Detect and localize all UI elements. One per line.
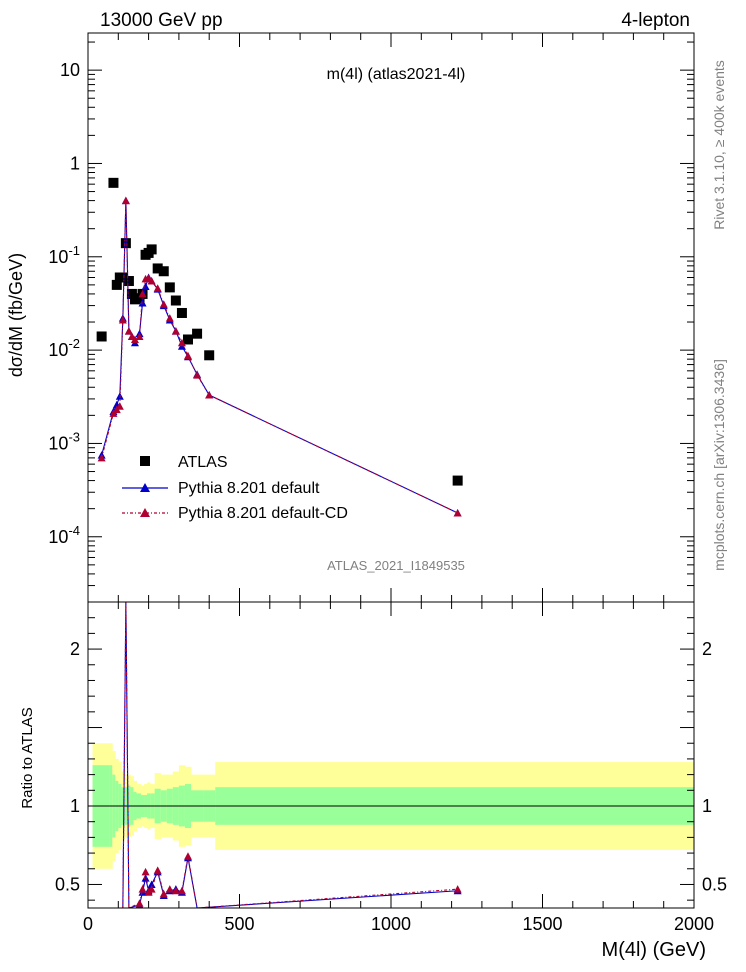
main-ytick-exponent: -3 xyxy=(68,429,80,444)
main-ytick-label: 10 xyxy=(60,60,80,80)
mc-series-point xyxy=(183,351,192,360)
mc-series-point xyxy=(97,453,106,462)
ratio-point xyxy=(453,885,462,893)
main-ytick-exponent: -1 xyxy=(68,243,80,258)
main-ytick-exponent: -2 xyxy=(68,336,80,351)
ratio-ytick-label-left: 2 xyxy=(70,639,80,659)
ratio-point xyxy=(147,880,156,888)
ratio-panel: 0 500 1000 1500 2000 0.5 0.5 1 1 2 2 xyxy=(55,601,727,934)
legend: ATLAS Pythia 8.201 default Pythia 8.201 … xyxy=(122,454,348,522)
atlas-data-point xyxy=(123,276,134,287)
ratio-ytick-label-left: 1 xyxy=(70,796,80,816)
ratio-point xyxy=(159,889,168,898)
legend-pythia-label: Pythia 8.201 default xyxy=(178,480,320,497)
atlas-data-point xyxy=(117,272,128,283)
mc-series-point xyxy=(171,327,180,335)
atlas-data-point xyxy=(152,263,163,274)
atlas-data-point xyxy=(108,177,119,188)
atlas-data-point xyxy=(96,331,107,342)
mcplots-label: mcplots.cern.ch [arXiv:1306.3436] xyxy=(711,359,727,571)
ratio-point xyxy=(138,885,147,893)
legend-pythia-marker xyxy=(140,483,150,492)
legend-atlas-marker xyxy=(140,456,150,466)
mc-series-point xyxy=(115,402,124,410)
x-tick-label: 2000 xyxy=(674,914,714,934)
atlas-data-point xyxy=(158,266,169,277)
ratio-ytick-label-right: 1 xyxy=(702,796,712,816)
legend-atlas-label: ATLAS xyxy=(178,454,228,471)
ratio-point xyxy=(183,852,192,860)
ratio-body xyxy=(88,602,694,908)
main-panel: 10 1 10-1 10-2 10-3 10-4 xyxy=(48,32,695,603)
mc-series-point xyxy=(124,327,133,335)
ratio-ytick-label-left: 0.5 xyxy=(55,874,80,894)
mc-series-point xyxy=(130,335,139,343)
ratio-point xyxy=(135,899,144,907)
mc-series-point xyxy=(118,316,127,324)
mc-series-point xyxy=(121,196,130,205)
mc-series-point xyxy=(193,371,202,379)
mc-series-point xyxy=(165,314,174,322)
main-ytick-label: 10-1 xyxy=(48,243,80,267)
atlas-data-point xyxy=(126,288,137,299)
ratio-point xyxy=(147,885,156,893)
atlas-data-point xyxy=(120,238,131,249)
atlas-data-point xyxy=(176,307,187,318)
mc-series-point xyxy=(159,300,168,308)
main-ytick-label: 10-2 xyxy=(48,336,80,360)
atlas-data-point xyxy=(452,475,463,486)
legend-pythia-cd-marker xyxy=(140,508,150,517)
legend-pythia-cd-label: Pythia 8.201 default-CD xyxy=(178,505,348,522)
header-right: 4-lepton xyxy=(621,10,690,31)
ratio-point xyxy=(171,886,180,895)
mc-series-point xyxy=(138,298,147,307)
mc-series-point xyxy=(177,338,186,347)
ratio-point xyxy=(153,866,162,874)
mc-series-point xyxy=(135,332,144,340)
ratio-series-line xyxy=(122,602,458,908)
ratio-point xyxy=(165,885,174,893)
main-ytick-label: 1 xyxy=(70,153,80,173)
main-ytick-exponent: -4 xyxy=(68,523,80,538)
mc-series-point xyxy=(138,289,147,298)
atlas-data-point xyxy=(111,279,122,290)
ratio-point xyxy=(177,886,186,895)
ratio-series-line xyxy=(122,602,458,908)
main-ytick-label: 10-4 xyxy=(48,523,80,547)
x-axis-label: M(4l) (GeV) xyxy=(602,939,706,961)
header-left: 13000 GeV pp xyxy=(100,10,223,31)
main-ytick-label: 10-3 xyxy=(48,429,80,453)
atlas-data-point xyxy=(146,244,157,255)
x-tick-label: 1500 xyxy=(522,914,562,934)
rivet-version-label: Rivet 3.1.10, ≥ 400k events xyxy=(711,60,727,230)
ratio-point xyxy=(141,874,150,882)
mc-series-point xyxy=(153,284,162,292)
main-body xyxy=(96,177,463,517)
ratio-ytick-label-right: 2 xyxy=(702,639,712,659)
analysis-tag: ATLAS_2021_I1849535 xyxy=(327,558,465,573)
ratio-point xyxy=(141,867,150,876)
mc-series-point xyxy=(205,391,214,399)
plot-title: m(4l) (atlas2021-4l) xyxy=(327,66,466,83)
main-ylabel: dσ/dM (fb/GeV) xyxy=(6,253,26,377)
ratio-frame xyxy=(87,601,695,909)
atlas-data-point xyxy=(170,295,181,306)
mc-series-point xyxy=(453,508,462,517)
mc-series-point xyxy=(147,277,156,285)
atlas-data-point xyxy=(164,282,175,293)
x-tick-label: 0 xyxy=(83,914,93,934)
ratio-ytick-label-right: 0.5 xyxy=(702,874,727,894)
x-tick-label: 1000 xyxy=(371,914,411,934)
atlas-data-point xyxy=(182,334,193,345)
ratio-ylabel: Ratio to ATLAS xyxy=(19,707,36,808)
atlas-data-point xyxy=(192,328,203,339)
atlas-data-point xyxy=(204,350,215,361)
x-tick-label: 500 xyxy=(224,914,254,934)
